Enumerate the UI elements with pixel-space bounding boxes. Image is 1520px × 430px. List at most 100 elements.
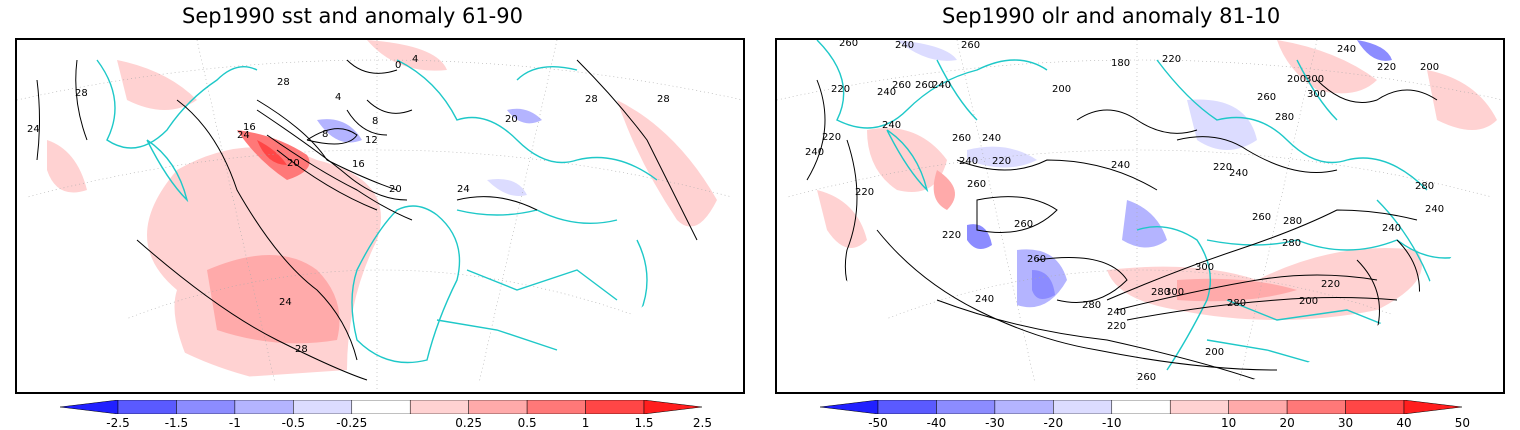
- sst-anomaly-positive: [617, 100, 717, 227]
- olr-contour-labels: 260 240 260 260 220 180 200 220 260 240 …: [805, 40, 1444, 383]
- olr-anomaly-positive: [933, 170, 955, 210]
- sst-anomaly-positive: [117, 60, 197, 110]
- colorbar-segment: [234, 400, 294, 414]
- contour-label: 220: [855, 187, 874, 198]
- sst-anomaly-negative: [487, 179, 527, 196]
- colorbar-segment: [643, 400, 702, 414]
- contour-label: 260: [839, 40, 858, 49]
- colorbar-segment: [994, 400, 1054, 414]
- contour-label: 240: [975, 294, 994, 305]
- colorbar-segment: [1228, 400, 1288, 414]
- colorbar-segment: [820, 400, 879, 414]
- contour-label: 240: [982, 133, 1001, 144]
- contour-label: 180: [1111, 58, 1130, 69]
- contour-label: 260: [952, 133, 971, 144]
- left-colorbar: [60, 400, 702, 414]
- olr-anomaly-negative: [967, 146, 1037, 168]
- contour-label: 200: [1287, 74, 1306, 85]
- contour-label: 220: [1321, 279, 1340, 290]
- contour-label: 200: [1205, 347, 1224, 358]
- colorbar-tick-label: 50: [1454, 416, 1471, 430]
- contour-label: 280: [1151, 287, 1170, 298]
- contour-label: 20: [505, 114, 518, 125]
- colorbar-tick-label: 20: [1279, 416, 1295, 430]
- colorbar-tick-label: -2.5: [106, 416, 130, 430]
- contour-label: 20: [389, 184, 402, 195]
- colorbar-segment: [1403, 400, 1462, 414]
- left-map: 24 28 28 28 4 0 4 8 8 12 16 16 20 20 24 …: [15, 38, 745, 394]
- colorbar-tick-label: -10: [1101, 416, 1122, 430]
- contour-label: 300: [1195, 262, 1214, 273]
- olr-anomaly-positive: [1427, 70, 1497, 130]
- contour-label: 220: [1162, 54, 1181, 65]
- colorbar-tick-label: 1: [581, 416, 590, 430]
- sst-anomaly-negative: [317, 119, 362, 143]
- olr-anomaly-positive: [867, 128, 947, 192]
- colorbar-tick-label: -0.5: [281, 416, 306, 430]
- contour-label: 260: [892, 80, 911, 91]
- contour-label: 200: [1052, 84, 1071, 95]
- contour-label: 300: [1165, 287, 1184, 298]
- colorbar-tick-label: 0.5: [517, 416, 537, 430]
- colorbar-tick-label: -50: [868, 416, 888, 430]
- contour-label: 28: [657, 94, 670, 105]
- sst-contour-labels: 24 28 28 28 4 0 4 8 8 12 16 16 20 20 24 …: [27, 54, 670, 355]
- olr-anomaly-negative: [1122, 200, 1167, 248]
- colorbar-segment: [351, 400, 411, 414]
- colorbar-tick-label: 40: [1396, 416, 1412, 430]
- sst-anomaly-positive: [367, 40, 447, 71]
- olr-anomaly-negative: [897, 40, 957, 61]
- olr-anomaly-positive: [817, 190, 867, 248]
- contour-label: 260: [1137, 372, 1156, 383]
- colorbar-segment: [585, 400, 645, 414]
- contour-label: 240: [1425, 204, 1444, 215]
- contour-label: 280: [1282, 238, 1301, 249]
- colorbar-tick-label: -20: [1043, 416, 1064, 430]
- contour-label: 12: [365, 135, 378, 146]
- contour-label: 240: [877, 87, 896, 98]
- contour-label: 20: [287, 158, 300, 169]
- colorbar-segment: [293, 400, 353, 414]
- colorbar-tick-label: -1: [228, 416, 241, 430]
- contour-label: 24: [457, 184, 470, 195]
- contour-label: 220: [1213, 162, 1232, 173]
- contour-label: 240: [882, 120, 901, 131]
- colorbar-segment: [1345, 400, 1405, 414]
- contour-label: 24: [279, 297, 292, 308]
- contour-label: 240: [1107, 307, 1126, 318]
- contour-label: 280: [1275, 112, 1294, 123]
- colorbar-tick-label: -0.25: [336, 416, 368, 430]
- sst-anomaly-positive: [47, 140, 87, 193]
- contour-label: 240: [805, 147, 824, 158]
- colorbar-segment: [1286, 400, 1346, 414]
- olr-anomaly-negative: [1032, 270, 1055, 299]
- right-map: 260 240 260 260 220 180 200 220 260 240 …: [775, 38, 1505, 394]
- contour-label: 280: [1283, 216, 1302, 227]
- colorbar-tick-label: 30: [1337, 416, 1354, 430]
- colorbar-segment: [1053, 400, 1113, 414]
- colorbar-segment: [117, 400, 177, 414]
- right-colorbar: [820, 400, 1462, 414]
- contour-label: 28: [585, 94, 598, 105]
- contour-label: 4: [335, 92, 341, 103]
- colorbar-segment: [1169, 400, 1229, 414]
- contour-label: 300: [1307, 89, 1326, 100]
- left-panel-title: Sep1990 sst and anomaly 61-90: [182, 4, 523, 28]
- contour-label: 260: [1257, 92, 1276, 103]
- colorbar-segment: [468, 400, 528, 414]
- colorbar-tick-label: 1.5: [634, 416, 654, 430]
- contour-label: 300: [1305, 74, 1324, 85]
- colorbar-segment: [526, 400, 586, 414]
- olr-anomaly-negative: [1187, 99, 1257, 150]
- contour-label: 240: [1337, 44, 1356, 55]
- colorbar-tick-label: -40: [926, 416, 947, 430]
- contour-label: 280: [1415, 181, 1434, 192]
- olr-anomaly-negative: [967, 224, 992, 249]
- contour-label: 220: [1107, 321, 1126, 332]
- colorbar-segment: [176, 400, 236, 414]
- contour-label: 28: [75, 88, 88, 99]
- olr-anomaly-positive: [1277, 40, 1377, 94]
- contour-label: 28: [277, 77, 290, 88]
- colorbar-tick-label: -30: [985, 416, 1005, 430]
- right-panel-title: Sep1990 olr and anomaly 81-10: [942, 4, 1281, 28]
